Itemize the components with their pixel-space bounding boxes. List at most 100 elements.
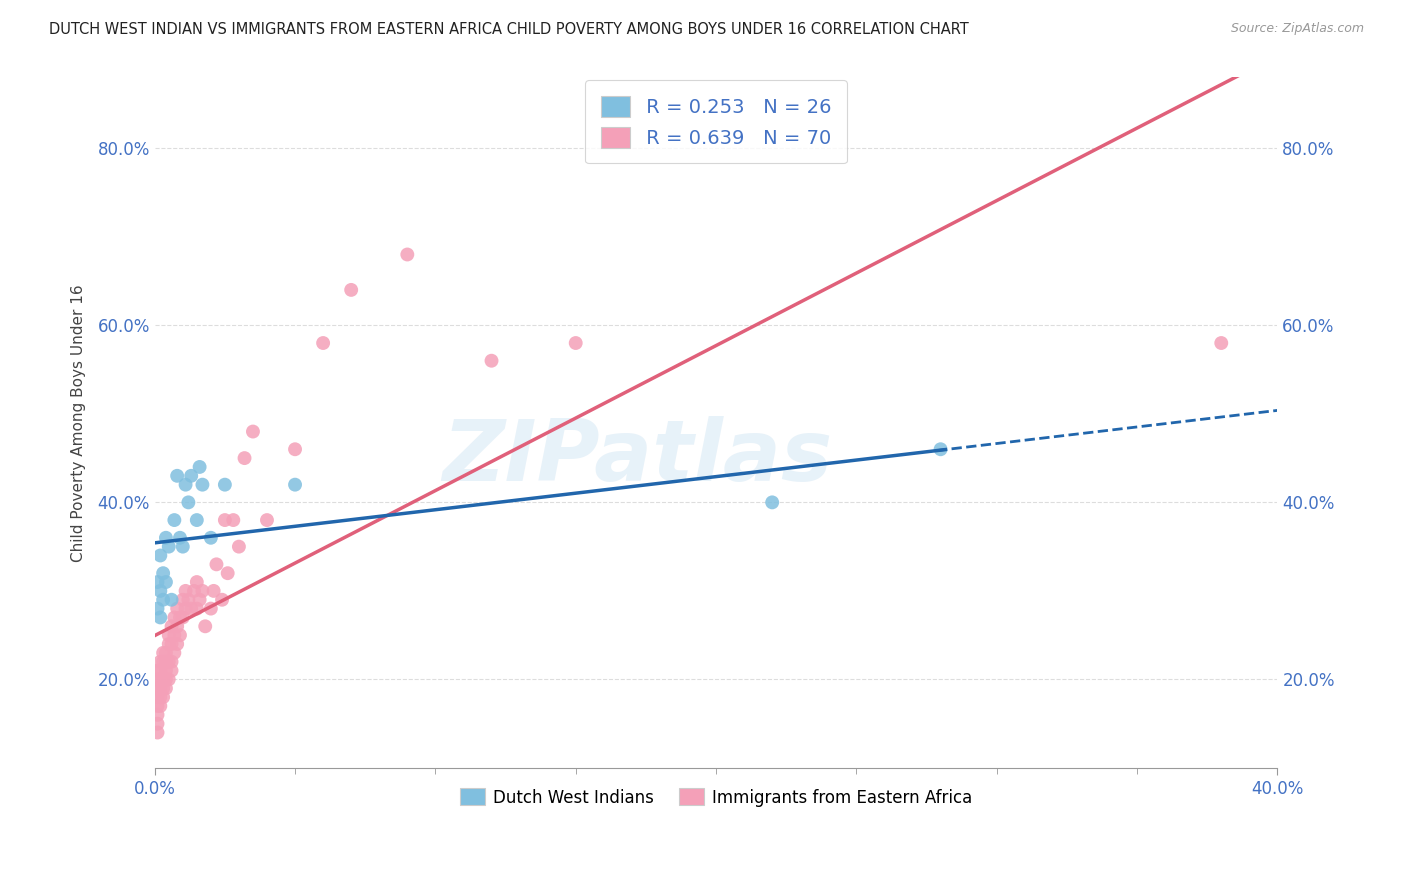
Point (312, 336, 335, 351)
Point (149, 655, 172, 669)
Point (160, 655, 183, 669)
Point (155, 531, 177, 545)
Point (155, 664, 177, 678)
Point (157, 655, 180, 669)
Point (166, 619, 188, 633)
Point (217, 566, 239, 581)
Point (180, 601, 202, 615)
Point (152, 681, 174, 696)
Point (157, 673, 180, 687)
Point (202, 583, 225, 598)
Text: Source: ZipAtlas.com: Source: ZipAtlas.com (1230, 22, 1364, 36)
Y-axis label: Child Poverty Among Boys Under 16: Child Poverty Among Boys Under 16 (72, 284, 86, 561)
Point (188, 459, 211, 474)
Point (149, 610, 172, 624)
Point (191, 477, 214, 491)
Point (188, 592, 211, 607)
Point (172, 540, 194, 554)
Point (191, 583, 214, 598)
Point (146, 725, 169, 739)
Point (166, 601, 188, 615)
Point (152, 690, 174, 705)
Point (186, 513, 208, 527)
Point (163, 628, 186, 642)
Point (155, 655, 177, 669)
Point (166, 637, 188, 651)
Point (152, 566, 174, 581)
Point (186, 601, 208, 615)
Point (228, 540, 250, 554)
Point (284, 442, 307, 457)
Point (205, 558, 228, 572)
Point (163, 610, 186, 624)
Point (174, 583, 197, 598)
Point (146, 707, 169, 722)
Point (163, 513, 186, 527)
Point (155, 673, 177, 687)
Point (186, 575, 208, 590)
Text: DUTCH WEST INDIAN VS IMMIGRANTS FROM EASTERN AFRICA CHILD POVERTY AMONG BOYS UND: DUTCH WEST INDIAN VS IMMIGRANTS FROM EAS… (49, 22, 969, 37)
Point (149, 583, 172, 598)
Point (177, 592, 200, 607)
Point (149, 681, 172, 696)
Point (160, 664, 183, 678)
Point (160, 637, 183, 651)
Point (146, 673, 169, 687)
Point (200, 531, 222, 545)
Point (256, 513, 278, 527)
Point (1211, 336, 1233, 351)
Point (481, 353, 503, 368)
Point (152, 646, 174, 660)
Point (146, 698, 169, 713)
Point (172, 592, 194, 607)
Point (233, 451, 256, 466)
Point (340, 283, 363, 297)
Point (564, 336, 586, 351)
Point (166, 468, 188, 483)
Point (152, 673, 174, 687)
Point (169, 628, 191, 642)
Point (194, 619, 217, 633)
Text: ZIPatlas: ZIPatlas (443, 416, 832, 499)
Point (214, 477, 236, 491)
Point (214, 513, 236, 527)
Point (149, 690, 172, 705)
Point (242, 425, 264, 439)
Point (761, 495, 783, 509)
Point (146, 716, 169, 731)
Point (155, 646, 177, 660)
Point (177, 495, 200, 509)
Point (157, 540, 180, 554)
Point (149, 664, 172, 678)
Point (157, 637, 180, 651)
Point (149, 549, 172, 563)
Point (160, 619, 183, 633)
Point (222, 513, 245, 527)
Point (160, 592, 183, 607)
Point (149, 698, 172, 713)
Point (396, 247, 419, 261)
Point (146, 690, 169, 705)
Point (152, 655, 174, 669)
Point (169, 610, 191, 624)
Point (146, 664, 169, 678)
Point (163, 646, 186, 660)
Point (152, 592, 174, 607)
Point (155, 681, 177, 696)
Point (146, 575, 169, 590)
Point (155, 575, 177, 590)
Point (169, 531, 191, 545)
Point (183, 583, 205, 598)
Point (146, 601, 169, 615)
Point (929, 442, 952, 457)
Legend: Dutch West Indians, Immigrants from Eastern Africa: Dutch West Indians, Immigrants from East… (451, 780, 981, 815)
Point (211, 592, 233, 607)
Point (200, 601, 222, 615)
Point (149, 673, 172, 687)
Point (174, 477, 197, 491)
Point (146, 681, 169, 696)
Point (284, 477, 307, 491)
Point (174, 601, 197, 615)
Point (157, 628, 180, 642)
Point (180, 468, 202, 483)
